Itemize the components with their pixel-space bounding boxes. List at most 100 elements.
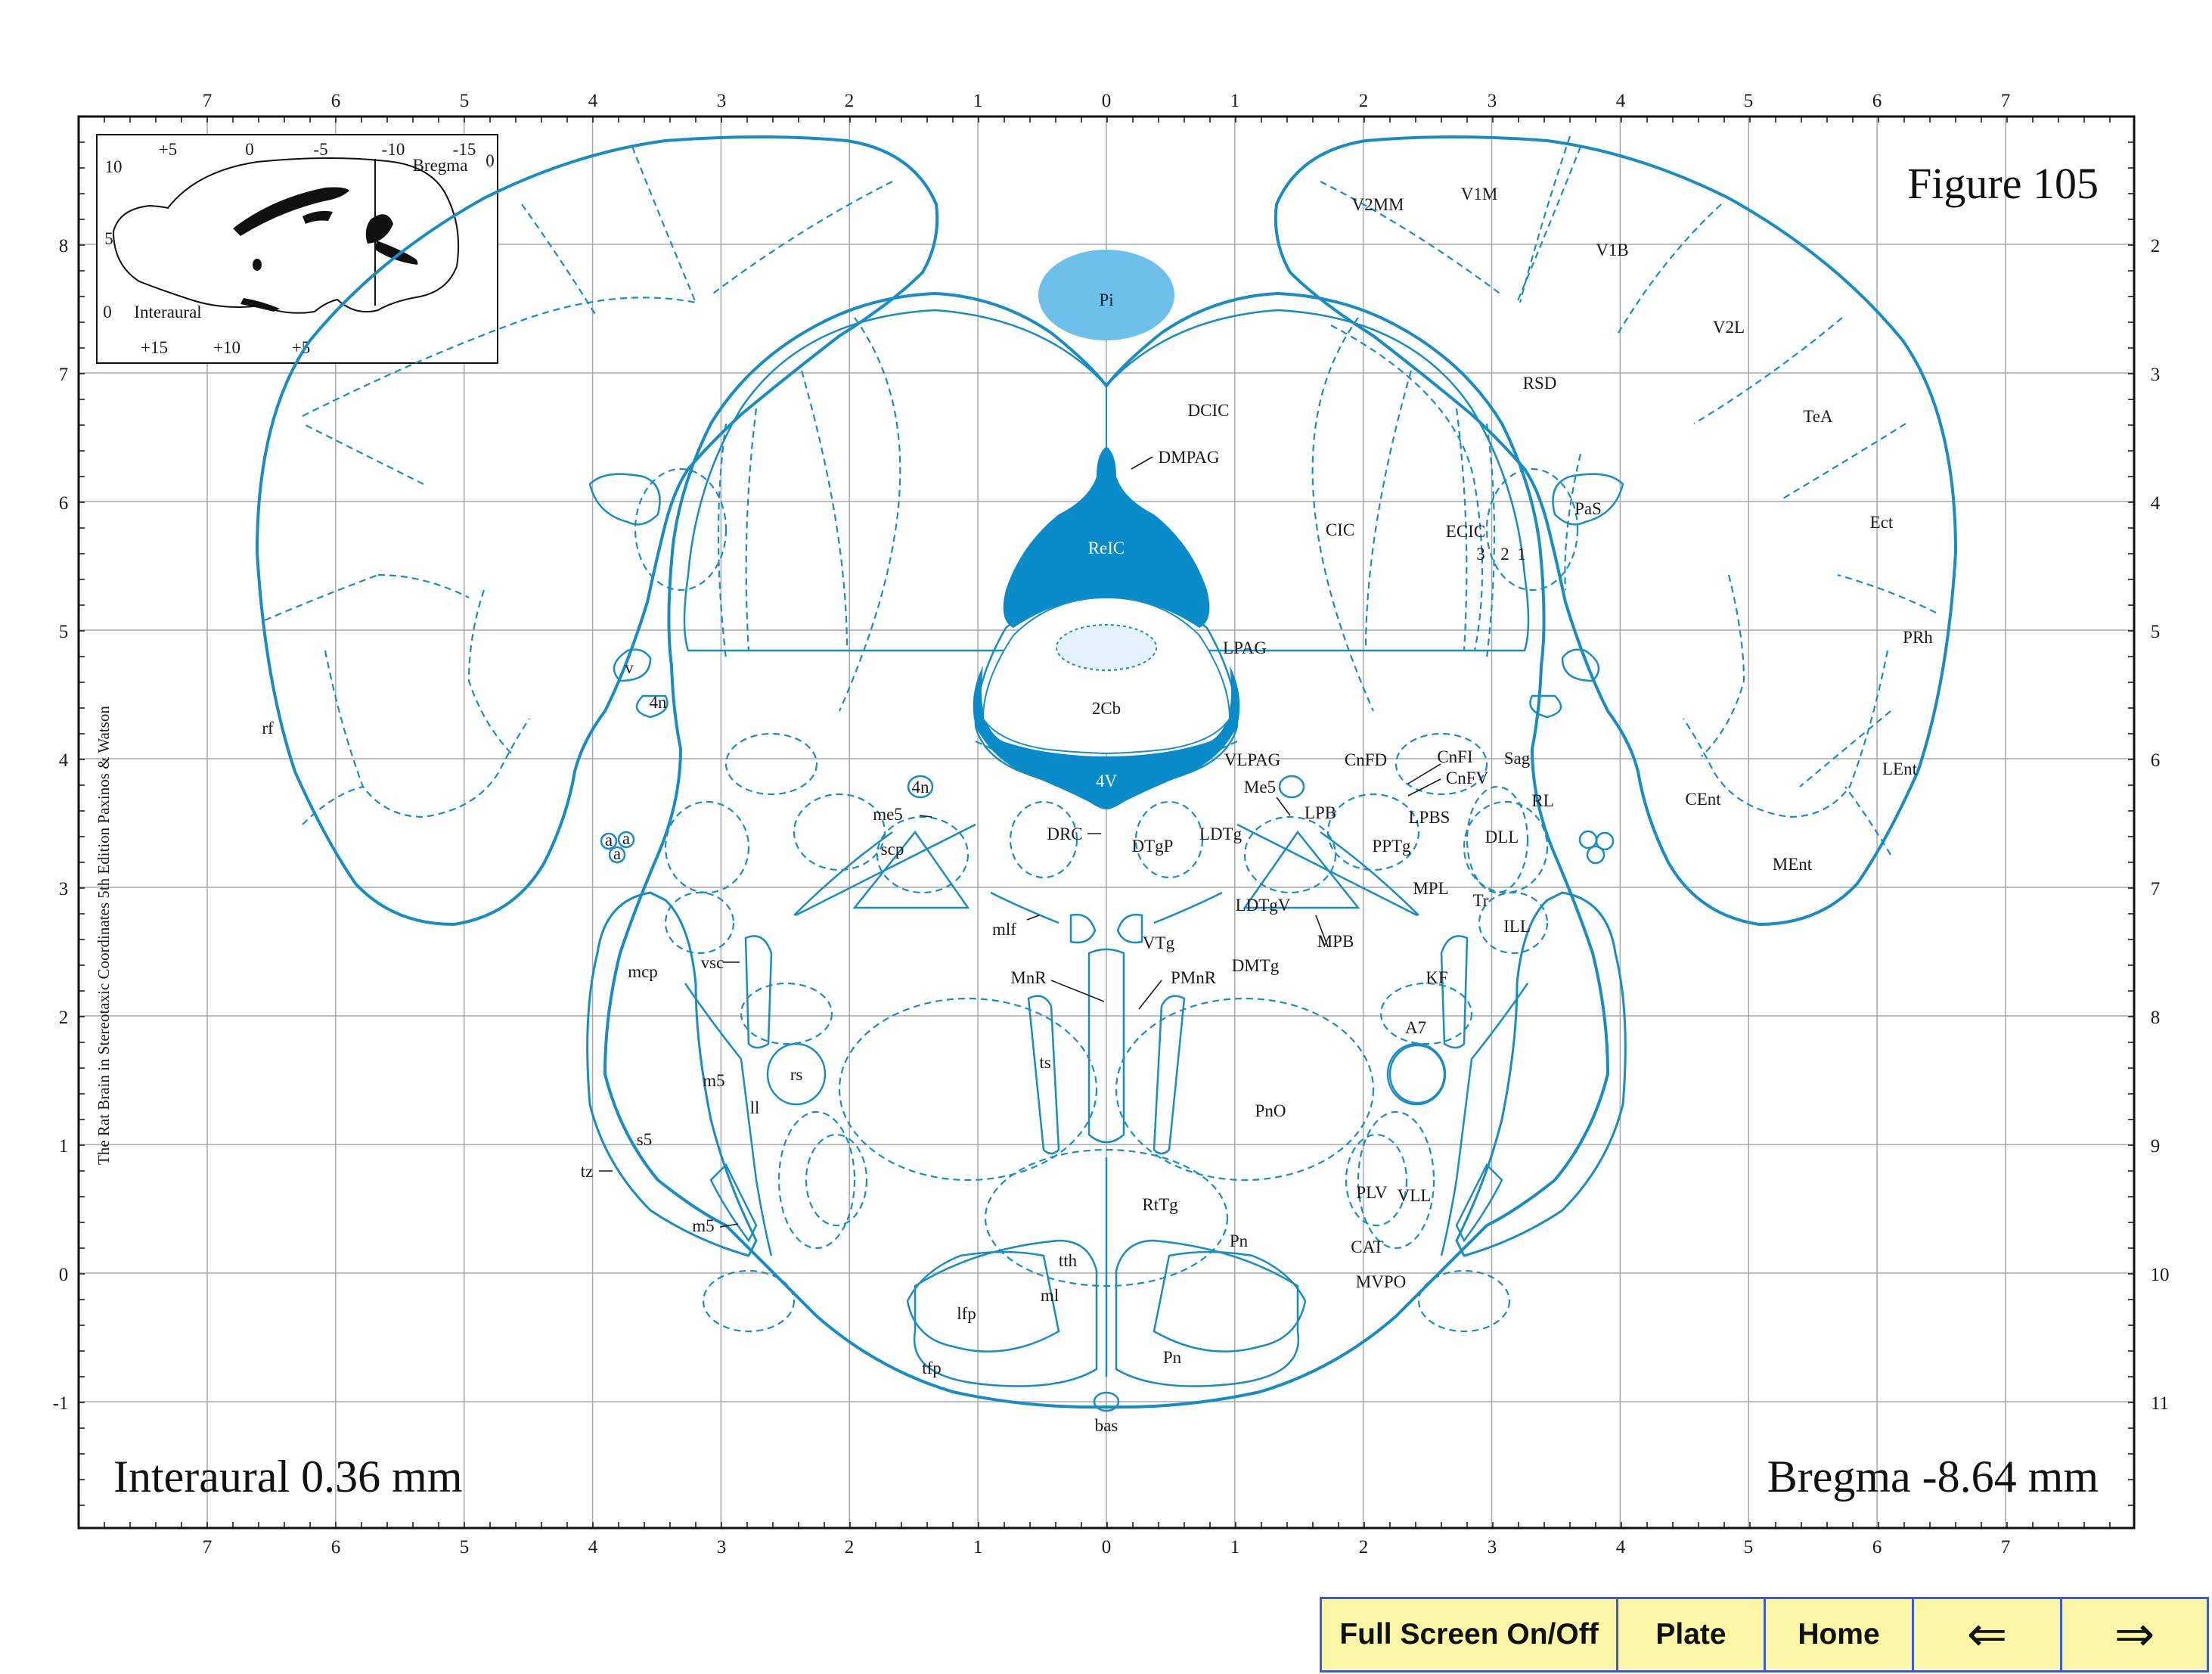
bottom-tick: 5 [1744, 1537, 1754, 1558]
label-a-3: a [613, 844, 621, 863]
label-lpag: LPAG [1223, 638, 1267, 657]
inset-frame [96, 134, 498, 364]
inset-ventricle [302, 210, 333, 224]
left-tick: 1 [59, 1136, 69, 1157]
label-pno: PnO [1255, 1101, 1286, 1120]
label-cnfi: CnFI [1437, 747, 1472, 766]
label-dtgp: DTgP [1132, 837, 1174, 856]
label-v: v [625, 658, 634, 677]
label-me5: me5 [873, 805, 903, 824]
inset-top-tick: -5 [313, 140, 327, 159]
inset-left-tick: 0 [103, 303, 112, 321]
bottom-tick: 4 [1616, 1537, 1626, 1558]
right-cortex [1274, 135, 1957, 926]
top-tick: 7 [2001, 91, 2011, 111]
left-tick: 3 [59, 879, 69, 899]
label-v1b: V1B [1596, 241, 1628, 259]
label-dll: DLL [1485, 828, 1519, 846]
inset-bottom-tick: +10 [213, 338, 240, 357]
bottom-tick: 1 [1230, 1537, 1240, 1558]
left-tick: -1 [53, 1393, 69, 1414]
inset-bottom-tick: +15 [141, 338, 168, 357]
label-a-2: a [622, 829, 630, 848]
label-rf: rf [262, 719, 274, 738]
label-rttg: RtTg [1142, 1195, 1178, 1214]
label-vtg: VTg [1143, 933, 1175, 952]
label-4n-l: 4n [650, 693, 668, 712]
label-kf: KF [1426, 968, 1447, 987]
label-s5: s5 [637, 1130, 652, 1149]
label-vlpag: VLPAG [1224, 750, 1281, 769]
top-tick: 3 [1488, 91, 1497, 111]
right-tick: 7 [2151, 879, 2161, 899]
label-lent: LEnt [1882, 759, 1918, 778]
label-plv: PLV [1356, 1183, 1388, 1202]
top-tick: 0 [1102, 91, 1112, 111]
label-ment: MEnt [1773, 855, 1813, 874]
label-a-1: a [605, 831, 613, 849]
label-ldtg: LDTg [1199, 825, 1243, 843]
label-drc: DRC [1047, 825, 1082, 843]
label-cat: CAT [1351, 1238, 1383, 1256]
bottom-tick: 4 [588, 1537, 598, 1558]
inset-top-tick: -15 [453, 140, 476, 159]
right-tick: 5 [2151, 622, 2161, 642]
label-tea: TeA [1803, 407, 1833, 426]
left-tick: 0 [59, 1265, 69, 1285]
top-tick: 1 [973, 91, 983, 111]
4v-ventricle [973, 666, 1240, 809]
label-pptg: PPTg [1372, 837, 1411, 856]
label-rsd: RSD [1523, 374, 1557, 393]
brainstem-outline [603, 292, 1609, 1409]
top-tick: 5 [1744, 91, 1754, 111]
top-tick: 7 [203, 91, 213, 111]
bottom-tick: 7 [203, 1537, 213, 1558]
prev-arrow-icon[interactable]: ⇐ [1914, 1599, 2062, 1670]
label-v2mm: V2MM [1351, 195, 1404, 214]
plate-frame [77, 115, 2136, 1530]
right-tick: 6 [2151, 750, 2161, 771]
bregma-caption: Bregma -8.64 mm [1767, 1452, 2099, 1502]
inset-pons [240, 298, 280, 312]
label-rl: RL [1531, 791, 1553, 810]
inset-top-tick: +5 [159, 140, 177, 159]
label-ml: ml [1041, 1286, 1059, 1305]
label-ts: ts [1039, 1053, 1050, 1072]
label-4n-r: 4n [912, 778, 930, 797]
bottom-tick: 2 [845, 1537, 855, 1558]
next-arrow-icon[interactable]: ⇒ [2062, 1599, 2207, 1670]
top-tick: 3 [717, 91, 727, 111]
interaural-caption: Interaural 0.36 mm [113, 1452, 463, 1502]
plate-button[interactable]: Plate [1618, 1599, 1766, 1670]
fullscreen-button[interactable]: Full Screen On/Off [1322, 1599, 1618, 1670]
reic-ventricle [1003, 446, 1210, 628]
label-ll: ll [750, 1098, 760, 1117]
inset-dot [253, 259, 262, 271]
brain-section [256, 135, 1957, 1409]
top-tick: 2 [845, 91, 855, 111]
region-labels: Pi DCIC DMPAG ReIC CIC ECIC 3 2 1 LPAG 2… [262, 185, 1933, 1435]
leader-lines [599, 456, 1441, 1228]
left-cortex [256, 135, 939, 926]
top-tick: 6 [1872, 91, 1882, 111]
inset-right-tick: 0 [486, 151, 495, 170]
home-button[interactable]: Home [1766, 1599, 1914, 1670]
label-prh: PRh [1903, 628, 1933, 647]
label-ecic-2: 2 [1500, 545, 1509, 564]
label-mnr: MnR [1010, 968, 1047, 987]
right-tick: 4 [2151, 493, 2161, 514]
label-mpl: MPL [1413, 879, 1448, 898]
label-2cb: 2Cb [1092, 699, 1121, 718]
left-tick: 2 [59, 1008, 69, 1028]
label-ill: ILL [1503, 917, 1531, 936]
lumen [1056, 624, 1157, 671]
label-rs: rs [790, 1065, 803, 1084]
label-ldtgv: LDTgV [1236, 896, 1291, 915]
label-me5-r: Me5 [1244, 778, 1276, 797]
sagittal-inset: +5 0 -5 -10 -15 0 10 5 0 +15 +10 +5 Breg… [96, 134, 498, 364]
inset-interaural-label: Interaural [134, 303, 201, 321]
right-tick: 3 [2151, 365, 2161, 385]
label-lpbs: LPBS [1409, 808, 1450, 827]
bottom-tick: 7 [2001, 1537, 2011, 1558]
frame-ticks [78, 116, 2134, 1528]
